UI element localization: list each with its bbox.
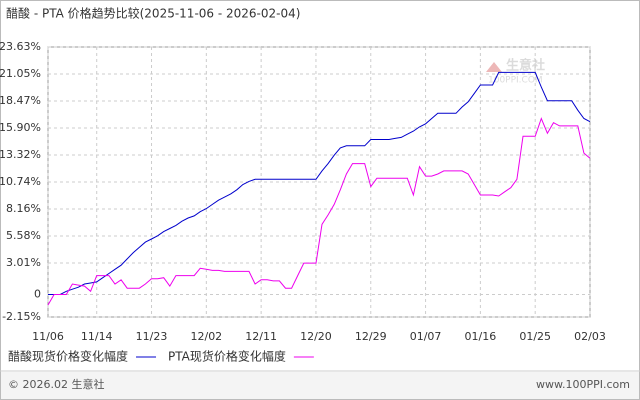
legend-label: PTA现货价格变化幅度 (168, 349, 286, 364)
y-tick-label: 15.90% (0, 121, 41, 134)
y-tick-label: -2.15% (2, 310, 41, 323)
y-tick-label: 23.63% (0, 40, 41, 53)
y-tick-label: 18.47% (0, 94, 41, 107)
footer-left: © 2026.02 生意社 (8, 377, 104, 391)
y-tick-label: 0 (34, 287, 41, 300)
series-line (48, 71, 591, 295)
x-tick-label: 11/06 (32, 330, 64, 343)
legend-label: 醋酸现货价格变化幅度 (8, 349, 128, 364)
chart-title: 醋酸 - PTA 价格趋势比较(2025-11-06 - 2026-02-04) (6, 6, 300, 21)
x-tick-label: 01/07 (410, 330, 442, 343)
watermark-name: 生意社 (506, 58, 545, 74)
x-tick-label: 12/02 (190, 330, 222, 343)
x-tick-label: 11/14 (81, 330, 113, 343)
x-tick-label: 01/25 (519, 330, 551, 343)
y-tick-label: 10.74% (0, 175, 41, 188)
y-tick-label: 8.16% (6, 202, 41, 215)
x-tick-label: 12/20 (300, 330, 332, 343)
y-tick-label: 21.05% (0, 67, 41, 80)
x-tick-label: 11/23 (136, 330, 168, 343)
watermark-logo (486, 62, 502, 72)
x-tick-label: 02/03 (574, 330, 606, 343)
y-tick-label: 5.58% (6, 229, 41, 242)
watermark-site: 100PPI.COM (488, 76, 543, 86)
x-tick-label: 01/16 (465, 330, 497, 343)
series-line (47, 117, 591, 306)
x-tick-label: 12/11 (245, 330, 277, 343)
footer-right: www.100PPI.com (536, 378, 630, 391)
y-tick-label: 3.01% (6, 256, 41, 269)
x-tick-label: 12/29 (355, 330, 387, 343)
footer-bg (1, 372, 639, 399)
y-tick-label: 13.32% (0, 148, 41, 161)
